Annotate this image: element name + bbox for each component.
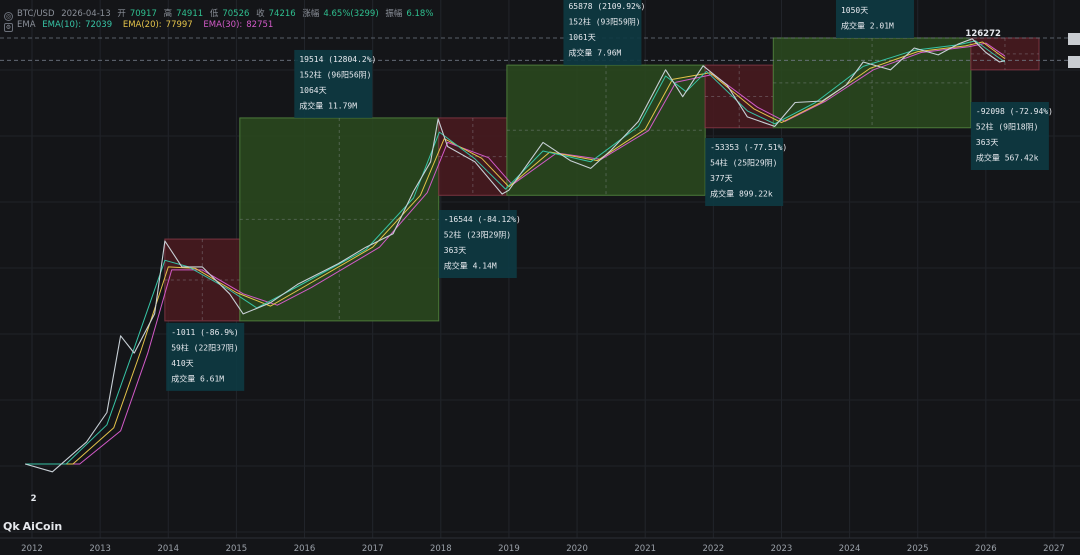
high-label: 高 [163, 9, 173, 19]
open-label: 开 [117, 9, 126, 19]
x-tick-label: 2017 [362, 544, 384, 554]
stats-box [970, 102, 1049, 170]
bull-zone [772, 37, 972, 129]
bull-zone [239, 117, 440, 322]
x-tick-label: 2014 [157, 544, 179, 554]
change-label: 涨幅 [302, 9, 320, 19]
ema20-readout: EMA(20): 77997 [123, 20, 197, 30]
stats-box-text: 1050天 [841, 6, 868, 15]
x-tick-label: 2026 [975, 544, 997, 554]
stats-box-text: 377天 [710, 174, 732, 183]
ema10-readout: EMA(10): 72039 [42, 20, 116, 30]
high-value: 74911 [176, 9, 204, 19]
aicoin-logo: Qk AiCoin [3, 520, 62, 533]
stats-box-text: -53353 (-77.51%) [710, 143, 787, 152]
ema30-readout: EMA(30): 82751 [203, 20, 277, 30]
x-tick-label: 2027 [1043, 544, 1065, 554]
ema30-label: EMA(30): [203, 20, 243, 30]
bear-zone [970, 37, 1040, 71]
symbol-label: BTC/USD [17, 9, 55, 19]
ema30-value: 82751 [246, 20, 274, 30]
bear-zone [438, 117, 508, 196]
close-label: 收 [256, 9, 265, 19]
price-line [25, 38, 1006, 473]
stats-box-text: 成交量 899.22k [710, 189, 773, 199]
stats-box-text: 65878 (2109.92%) [568, 2, 645, 11]
stats-box-text: 363天 [444, 246, 466, 255]
x-tick-label: 2015 [226, 544, 248, 554]
stats-box-text: -1011 (-86.9%) [171, 328, 238, 337]
ema10-value: 72039 [85, 20, 113, 30]
stats-box [294, 49, 373, 118]
price-axis-marker [1068, 33, 1080, 45]
ema10-label: EMA(10): [42, 20, 82, 30]
low-label: 低 [209, 9, 219, 19]
stats-box [563, 0, 642, 66]
open-value: 70917 [129, 9, 157, 19]
extreme-price-label: 2 [31, 494, 37, 504]
stats-box-text: 152柱 (96阳56阴) [299, 69, 371, 79]
x-tick-label: 2020 [566, 544, 588, 554]
stats-box [705, 138, 784, 206]
aicoin-logo-icon: Qk [3, 520, 20, 533]
stats-box-text: 1064天 [299, 86, 326, 95]
ema20-label: EMA(20): [122, 20, 162, 30]
stats-box [835, 0, 914, 38]
ohlc-header: ◎ BTC/USD 2026-04-13 开 70917 高 74911 低 70526… [4, 7, 437, 21]
x-tick-label: 2018 [430, 544, 452, 554]
x-tick-label: 2023 [771, 544, 793, 554]
x-tick-label: 2022 [703, 544, 725, 554]
stats-box-text: -16544 (-84.12%) [444, 215, 521, 224]
symbol-toggle-icon[interactable]: ◎ [4, 12, 13, 21]
stats-box-text: 363天 [976, 138, 998, 147]
x-tick-label: 2021 [634, 544, 656, 554]
stats-box-text: 成交量 567.42k [976, 153, 1039, 163]
x-tick-label: 2025 [907, 544, 929, 554]
ema20-value: 77997 [165, 20, 193, 30]
stats-box [166, 322, 245, 391]
stats-box [438, 210, 517, 278]
extreme-price-label: 126272 [965, 29, 1001, 39]
stats-box-text: 成交量 4.14M [444, 261, 497, 271]
change-value: 4.65%(3299) [323, 9, 379, 19]
indicator-name[interactable]: EMA [17, 20, 36, 30]
x-tick-label: 2019 [498, 544, 520, 554]
x-tick-label: 2024 [839, 544, 861, 554]
x-tick-label: 2012 [21, 544, 43, 554]
ema20-line [25, 41, 1006, 465]
bar-date: 2026-04-13 [61, 9, 111, 19]
x-axis-background [0, 538, 1080, 555]
x-tick-label: 2016 [294, 544, 316, 554]
stats-box-text: 152柱 (93阳59阴) [568, 17, 640, 27]
stats-box-text: 成交量 6.61M [171, 373, 224, 383]
stats-box-text: 1061天 [568, 33, 595, 42]
indicator-header: ⚙ EMA EMA(10): 72039 EMA(20): 77997 EMA(30)… [4, 20, 281, 32]
indicator-settings-icon[interactable]: ⚙ [4, 23, 13, 32]
stats-box-text: 成交量 7.96M [568, 48, 621, 58]
x-tick-label: 2013 [89, 544, 111, 554]
amplitude-label: 振幅 [385, 9, 403, 19]
low-value: 70526 [222, 9, 250, 19]
stats-box-text: -92098 (-72.94%) [976, 107, 1053, 116]
stats-box-text: 19514 (12804.2%) [299, 55, 376, 64]
stats-box-text: 54柱 (25阳29阴) [710, 158, 777, 168]
logo-text: AiCoin [22, 520, 63, 533]
stats-box-text: 52柱 (9阳18阴) [976, 122, 1039, 132]
price-axis-marker [1068, 56, 1080, 68]
stats-box-text: 52柱 (23阳29阴) [444, 230, 511, 240]
amplitude-value: 6.18% [406, 9, 434, 19]
stats-box-text: 410天 [171, 359, 193, 368]
stats-box-text: 成交量 11.79M [299, 100, 357, 110]
close-value: 74216 [268, 9, 296, 19]
stats-box-text: 成交量 2.01M [841, 21, 894, 31]
stats-box-text: 59柱 (22阳37阴) [171, 342, 238, 352]
